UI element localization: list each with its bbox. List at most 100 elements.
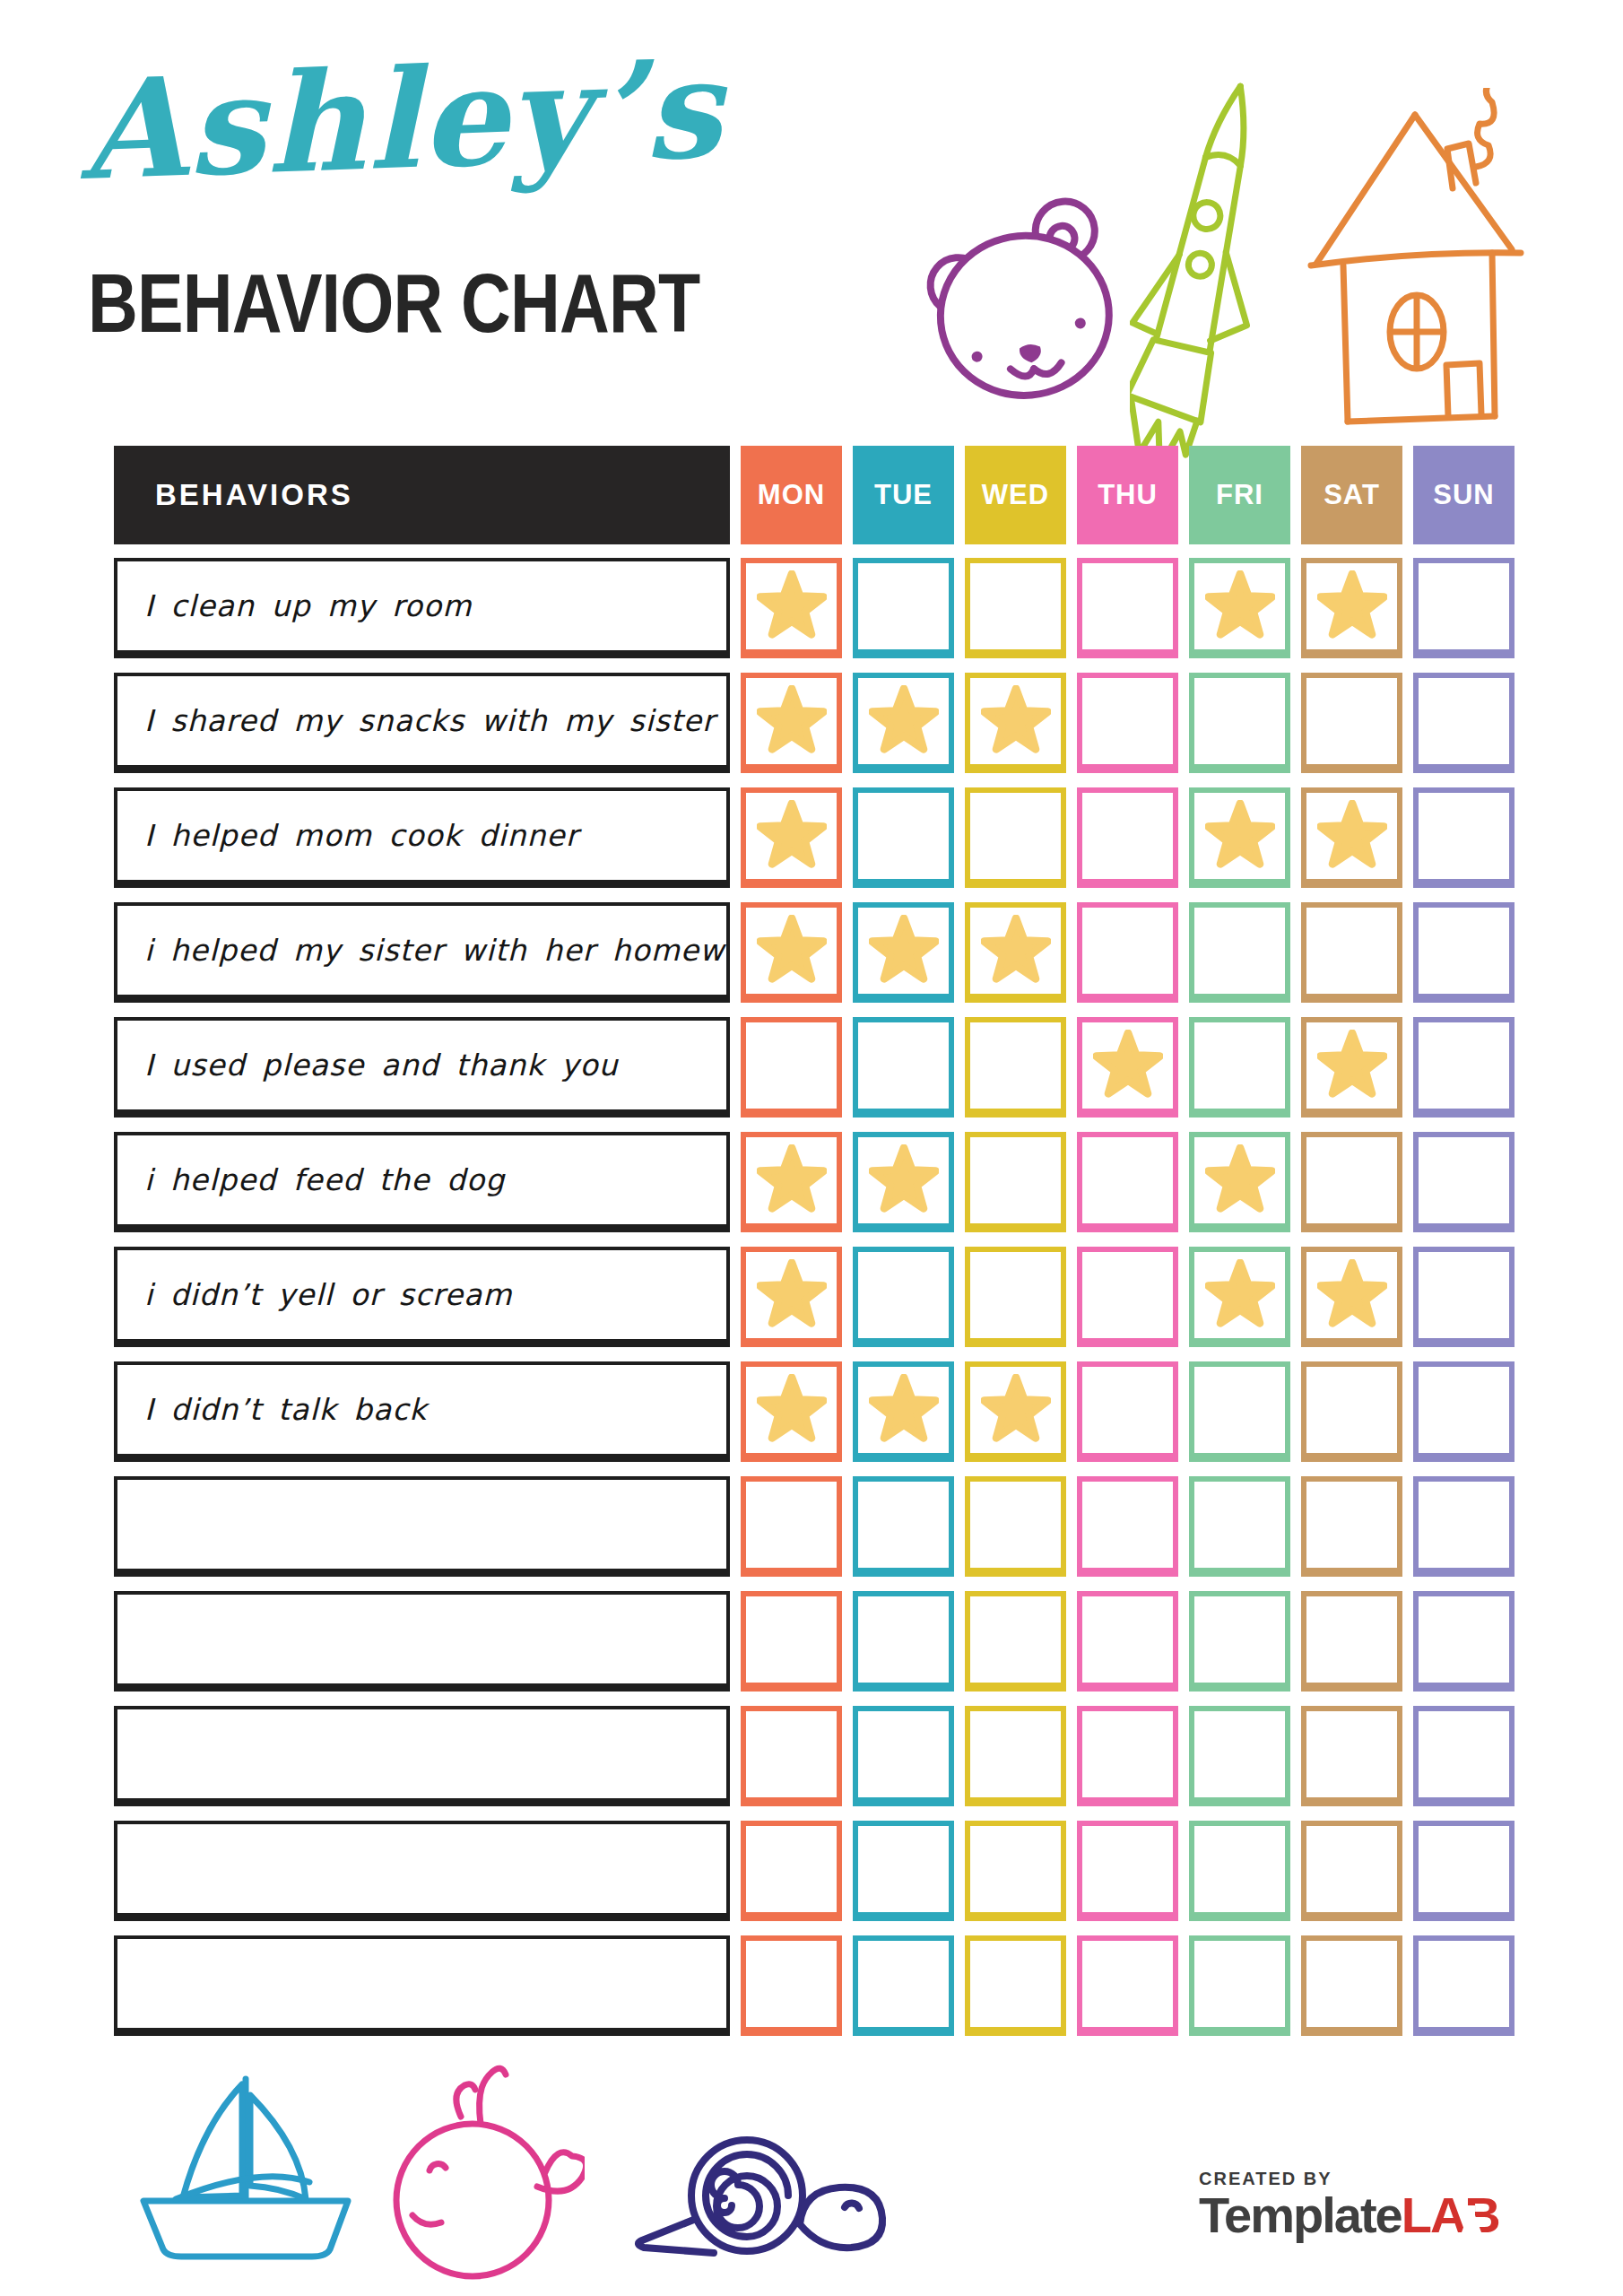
behavior-label-field[interactable] <box>114 1476 730 1577</box>
star-cell-thu-row4[interactable] <box>1077 902 1178 1003</box>
star-cell-thu-row1[interactable] <box>1077 558 1178 658</box>
star-cell-sat-row6[interactable] <box>1301 1132 1402 1232</box>
star-cell-thu-row10[interactable] <box>1077 1591 1178 1692</box>
star-cell-mon-row10[interactable] <box>741 1591 842 1692</box>
star-cell-sun-row5[interactable] <box>1413 1017 1515 1118</box>
star-cell-sat-row2[interactable] <box>1301 673 1402 773</box>
behavior-label-field[interactable]: I shared my snacks with my sister <box>114 673 730 773</box>
star-cell-fri-row4[interactable] <box>1189 902 1290 1003</box>
star-cell-tue-row3[interactable] <box>853 787 954 888</box>
star-cell-wed-row10[interactable] <box>965 1591 1066 1692</box>
star-cell-sat-row10[interactable] <box>1301 1591 1402 1692</box>
star-cell-sat-row1[interactable] <box>1301 558 1402 658</box>
star-cell-tue-row11[interactable] <box>853 1706 954 1806</box>
star-cell-sat-row8[interactable] <box>1301 1361 1402 1462</box>
star-cell-fri-row7[interactable] <box>1189 1247 1290 1347</box>
star-cell-sun-row3[interactable] <box>1413 787 1515 888</box>
star-cell-sun-row2[interactable] <box>1413 673 1515 773</box>
star-cell-sun-row1[interactable] <box>1413 558 1515 658</box>
star-cell-tue-row7[interactable] <box>853 1247 954 1347</box>
star-cell-mon-row2[interactable] <box>741 673 842 773</box>
star-cell-thu-row3[interactable] <box>1077 787 1178 888</box>
star-cell-wed-row1[interactable] <box>965 558 1066 658</box>
star-cell-sun-row12[interactable] <box>1413 1821 1515 1921</box>
behavior-label-field[interactable]: I clean up my room <box>114 558 730 658</box>
star-cell-sat-row11[interactable] <box>1301 1706 1402 1806</box>
star-cell-wed-row12[interactable] <box>965 1821 1066 1921</box>
star-cell-sat-row13[interactable] <box>1301 1935 1402 2036</box>
star-cell-sat-row9[interactable] <box>1301 1476 1402 1577</box>
star-cell-wed-row8[interactable] <box>965 1361 1066 1462</box>
star-cell-tue-row1[interactable] <box>853 558 954 658</box>
star-cell-mon-row5[interactable] <box>741 1017 842 1118</box>
star-cell-wed-row5[interactable] <box>965 1017 1066 1118</box>
star-cell-sun-row4[interactable] <box>1413 902 1515 1003</box>
star-cell-mon-row13[interactable] <box>741 1935 842 2036</box>
star-cell-wed-row11[interactable] <box>965 1706 1066 1806</box>
star-cell-sun-row10[interactable] <box>1413 1591 1515 1692</box>
behavior-label-field[interactable] <box>114 1706 730 1806</box>
behavior-label-field[interactable]: i helped my sister with her homework <box>114 902 730 1003</box>
star-cell-mon-row4[interactable] <box>741 902 842 1003</box>
star-cell-tue-row10[interactable] <box>853 1591 954 1692</box>
star-cell-tue-row13[interactable] <box>853 1935 954 2036</box>
star-cell-thu-row9[interactable] <box>1077 1476 1178 1577</box>
star-cell-tue-row4[interactable] <box>853 902 954 1003</box>
star-cell-fri-row10[interactable] <box>1189 1591 1290 1692</box>
star-cell-thu-row12[interactable] <box>1077 1821 1178 1921</box>
star-cell-wed-row7[interactable] <box>965 1247 1066 1347</box>
star-cell-tue-row5[interactable] <box>853 1017 954 1118</box>
behavior-label-field[interactable] <box>114 1821 730 1921</box>
star-cell-tue-row9[interactable] <box>853 1476 954 1577</box>
star-cell-sat-row4[interactable] <box>1301 902 1402 1003</box>
star-cell-sat-row12[interactable] <box>1301 1821 1402 1921</box>
star-cell-fri-row2[interactable] <box>1189 673 1290 773</box>
star-cell-mon-row8[interactable] <box>741 1361 842 1462</box>
star-cell-fri-row12[interactable] <box>1189 1821 1290 1921</box>
star-cell-wed-row3[interactable] <box>965 787 1066 888</box>
star-cell-mon-row6[interactable] <box>741 1132 842 1232</box>
star-cell-fri-row9[interactable] <box>1189 1476 1290 1577</box>
star-cell-sun-row8[interactable] <box>1413 1361 1515 1462</box>
star-cell-thu-row5[interactable] <box>1077 1017 1178 1118</box>
star-cell-tue-row12[interactable] <box>853 1821 954 1921</box>
star-cell-sat-row7[interactable] <box>1301 1247 1402 1347</box>
star-cell-wed-row4[interactable] <box>965 902 1066 1003</box>
star-cell-fri-row3[interactable] <box>1189 787 1290 888</box>
star-cell-fri-row13[interactable] <box>1189 1935 1290 2036</box>
star-cell-mon-row9[interactable] <box>741 1476 842 1577</box>
behavior-label-field[interactable]: I helped mom cook dinner <box>114 787 730 888</box>
star-cell-wed-row6[interactable] <box>965 1132 1066 1232</box>
star-cell-sat-row3[interactable] <box>1301 787 1402 888</box>
star-cell-sat-row5[interactable] <box>1301 1017 1402 1118</box>
star-cell-thu-row13[interactable] <box>1077 1935 1178 2036</box>
star-cell-mon-row3[interactable] <box>741 787 842 888</box>
star-cell-tue-row2[interactable] <box>853 673 954 773</box>
star-cell-fri-row1[interactable] <box>1189 558 1290 658</box>
star-cell-mon-row12[interactable] <box>741 1821 842 1921</box>
star-cell-sun-row13[interactable] <box>1413 1935 1515 2036</box>
star-cell-wed-row9[interactable] <box>965 1476 1066 1577</box>
star-cell-tue-row6[interactable] <box>853 1132 954 1232</box>
star-cell-sun-row9[interactable] <box>1413 1476 1515 1577</box>
star-cell-mon-row11[interactable] <box>741 1706 842 1806</box>
star-cell-fri-row5[interactable] <box>1189 1017 1290 1118</box>
star-cell-thu-row11[interactable] <box>1077 1706 1178 1806</box>
star-cell-thu-row8[interactable] <box>1077 1361 1178 1462</box>
behavior-label-field[interactable] <box>114 1935 730 2036</box>
behavior-label-field[interactable]: I used please and thank you <box>114 1017 730 1118</box>
star-cell-thu-row2[interactable] <box>1077 673 1178 773</box>
star-cell-mon-row1[interactable] <box>741 558 842 658</box>
star-cell-fri-row8[interactable] <box>1189 1361 1290 1462</box>
behavior-label-field[interactable]: i helped feed the dog <box>114 1132 730 1232</box>
behavior-label-field[interactable] <box>114 1591 730 1692</box>
star-cell-tue-row8[interactable] <box>853 1361 954 1462</box>
star-cell-sun-row7[interactable] <box>1413 1247 1515 1347</box>
behavior-label-field[interactable]: I didn’t talk back <box>114 1361 730 1462</box>
star-cell-wed-row13[interactable] <box>965 1935 1066 2036</box>
star-cell-sun-row11[interactable] <box>1413 1706 1515 1806</box>
behavior-label-field[interactable]: i didn’t yell or scream <box>114 1247 730 1347</box>
star-cell-thu-row7[interactable] <box>1077 1247 1178 1347</box>
star-cell-sun-row6[interactable] <box>1413 1132 1515 1232</box>
star-cell-fri-row11[interactable] <box>1189 1706 1290 1806</box>
